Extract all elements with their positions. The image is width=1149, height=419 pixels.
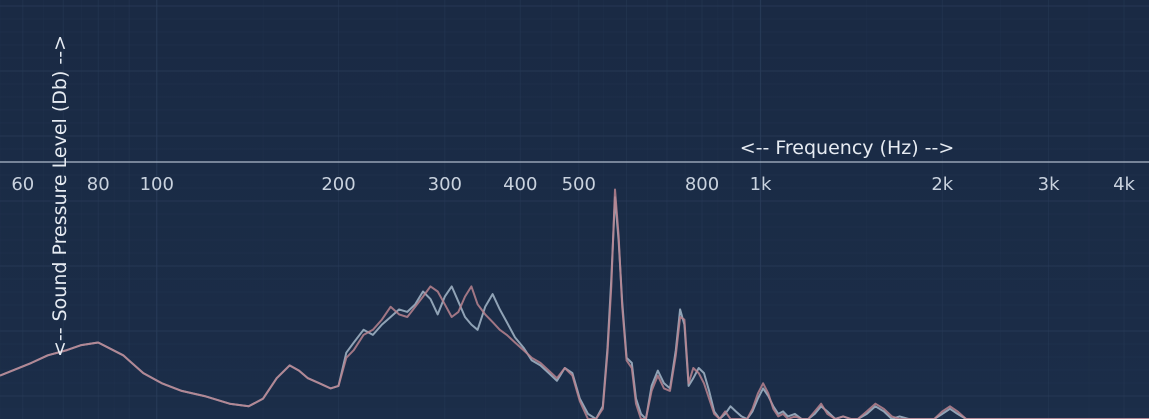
x-tick-label: 200 bbox=[321, 174, 355, 195]
x-tick-label: 80 bbox=[87, 174, 110, 195]
x-tick-label: 3k bbox=[1038, 174, 1060, 195]
x-tick-label: 60 bbox=[11, 174, 34, 195]
x-tick-label: 4k bbox=[1113, 174, 1135, 195]
x-axis-label: <-- Frequency (Hz) --> bbox=[740, 137, 955, 159]
y-axis-label: <-- Sound Pressure Level (Db) --> bbox=[49, 35, 71, 357]
x-tick-label: 100 bbox=[140, 174, 174, 195]
x-tick-label: 1k bbox=[750, 174, 772, 195]
x-tick-label: 300 bbox=[428, 174, 462, 195]
series-layer bbox=[0, 188, 1149, 419]
series-line-2 bbox=[0, 188, 1149, 419]
x-tick-label: 400 bbox=[503, 174, 537, 195]
x-tick-label: 800 bbox=[685, 174, 719, 195]
x-tick-labels: 60 80 100 200 300 400 500 800 1k 2k 3k 4k bbox=[11, 174, 1135, 195]
x-tick-label: 500 bbox=[562, 174, 596, 195]
x-tick-label: 2k bbox=[931, 174, 953, 195]
